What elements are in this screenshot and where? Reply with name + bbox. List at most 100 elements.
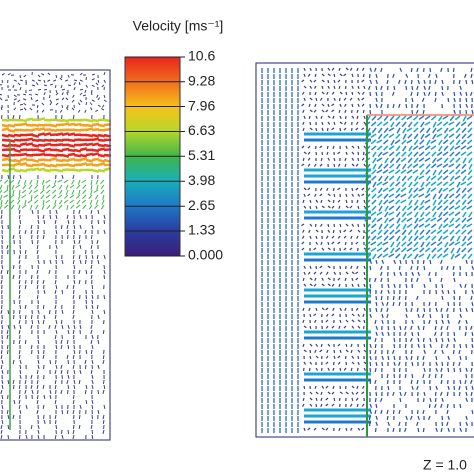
vector xyxy=(1,153,10,158)
vector xyxy=(43,132,52,137)
vector xyxy=(315,199,319,203)
vector xyxy=(435,355,438,361)
vector xyxy=(414,175,419,182)
vector xyxy=(90,264,93,269)
vector xyxy=(338,85,341,90)
vector xyxy=(418,217,425,222)
vector xyxy=(362,73,365,78)
vector xyxy=(18,329,21,335)
vector xyxy=(43,142,52,147)
vector xyxy=(19,249,22,255)
vector xyxy=(36,369,39,375)
vector xyxy=(42,279,45,284)
vector xyxy=(43,92,46,96)
vector xyxy=(455,121,461,127)
vector xyxy=(377,229,383,235)
vector xyxy=(337,343,341,347)
vector xyxy=(71,189,75,195)
vector xyxy=(73,324,76,330)
vector xyxy=(307,73,311,77)
vector xyxy=(442,169,449,175)
vector xyxy=(402,253,407,260)
vector xyxy=(72,254,75,260)
vector xyxy=(363,121,367,125)
vector xyxy=(351,73,354,78)
vector xyxy=(79,99,83,103)
vector xyxy=(376,235,383,240)
vector xyxy=(442,151,449,157)
vector xyxy=(11,184,15,190)
vector xyxy=(90,324,93,329)
vector xyxy=(48,324,51,329)
vector xyxy=(410,307,413,313)
vector xyxy=(370,229,377,235)
vector xyxy=(103,269,106,274)
vector xyxy=(377,127,383,134)
vector xyxy=(363,115,366,120)
vector xyxy=(81,179,87,184)
vector xyxy=(91,404,94,410)
vector xyxy=(430,217,437,222)
vector xyxy=(72,429,75,435)
vector xyxy=(95,199,99,205)
vector xyxy=(94,194,99,200)
vector xyxy=(382,121,389,127)
vector xyxy=(375,259,378,265)
vector xyxy=(356,199,359,204)
vector xyxy=(466,139,473,145)
vector xyxy=(345,205,349,209)
vector xyxy=(416,91,419,97)
vector xyxy=(361,391,365,395)
vector xyxy=(12,114,15,119)
vector xyxy=(394,229,401,235)
vector xyxy=(371,235,377,241)
vector xyxy=(31,127,40,132)
vector xyxy=(103,309,106,315)
vector xyxy=(7,434,10,440)
vector xyxy=(343,367,347,371)
vector xyxy=(16,199,21,205)
vector xyxy=(442,175,449,181)
vector xyxy=(455,199,461,205)
vector xyxy=(396,127,401,134)
vector xyxy=(467,235,473,241)
vector xyxy=(416,409,419,415)
vector xyxy=(391,349,395,354)
vector xyxy=(393,355,396,361)
vector xyxy=(91,384,94,389)
vector xyxy=(314,103,317,107)
vector xyxy=(338,109,341,114)
vector xyxy=(355,241,359,245)
vector xyxy=(49,389,52,395)
vector xyxy=(356,385,359,389)
vector xyxy=(449,115,455,122)
vector xyxy=(73,264,76,270)
vector xyxy=(320,199,323,204)
vector xyxy=(19,148,28,152)
vector xyxy=(422,109,425,115)
vector xyxy=(361,97,365,101)
vector xyxy=(100,179,105,184)
vector xyxy=(67,384,70,390)
vector xyxy=(425,163,431,170)
vector xyxy=(55,209,58,214)
vector xyxy=(417,343,420,348)
vector xyxy=(441,283,444,289)
vector xyxy=(405,415,408,420)
vector xyxy=(435,361,438,366)
vector xyxy=(67,163,76,168)
vector xyxy=(440,307,443,313)
vector xyxy=(36,384,39,390)
vector xyxy=(410,79,413,85)
vector xyxy=(400,157,407,163)
vector xyxy=(338,97,341,102)
vector xyxy=(380,289,383,295)
vector xyxy=(309,403,313,407)
vector xyxy=(13,148,22,153)
vector xyxy=(90,244,93,250)
vector xyxy=(408,235,413,242)
vector xyxy=(407,121,413,128)
vector xyxy=(454,175,461,180)
vector xyxy=(470,325,473,330)
vector xyxy=(315,229,319,233)
